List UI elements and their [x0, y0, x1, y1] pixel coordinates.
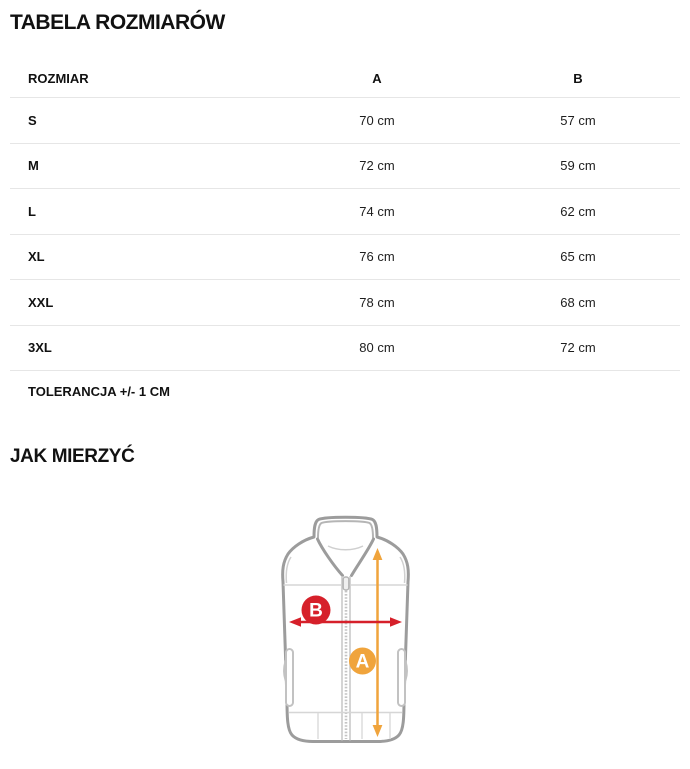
b-value-cell: 68 cm: [560, 294, 596, 310]
b-value-cell: 62 cm: [560, 203, 596, 219]
table-row: M 72 cm 59 cm: [10, 144, 680, 190]
size-cell: L: [28, 203, 36, 219]
measure-b-badge: B: [301, 595, 331, 625]
a-value-cell: 72 cm: [359, 158, 395, 174]
a-value-cell: 80 cm: [359, 340, 395, 356]
measure-a-label: A: [356, 652, 370, 673]
b-value-cell: 72 cm: [560, 340, 596, 356]
header-b: B: [573, 71, 583, 87]
header-size: ROZMIAR: [28, 71, 89, 87]
table-row: 3XL 80 cm 72 cm: [10, 326, 680, 372]
size-table-header-row: ROZMIAR A B: [10, 60, 680, 99]
size-cell: S: [28, 112, 37, 128]
header-a: A: [372, 71, 382, 87]
vest-hem: [289, 711, 402, 739]
a-value-cell: 76 cm: [359, 249, 395, 265]
size-table: ROZMIAR A B S 70 cm 57 cm M 72 cm 59 cm …: [10, 60, 680, 372]
a-value-cell: 70 cm: [359, 112, 395, 128]
b-value-cell: 65 cm: [560, 249, 596, 265]
vest-pockets: [283, 648, 408, 707]
measure-b-label: B: [309, 601, 323, 622]
tolerance-note: TOLERANCJA +/- 1 CM: [28, 384, 170, 400]
measure-a-badge: A: [349, 647, 376, 675]
measure-a-arrow: [372, 548, 383, 737]
a-value-cell: 78 cm: [359, 294, 395, 310]
table-row: XXL 78 cm 68 cm: [10, 280, 680, 326]
size-cell: 3XL: [28, 340, 52, 356]
table-row: S 70 cm 57 cm: [10, 98, 680, 144]
table-row: XL 76 cm 65 cm: [10, 235, 680, 281]
a-value-cell: 74 cm: [359, 203, 395, 219]
table-row: L 74 cm 62 cm: [10, 189, 680, 235]
b-value-cell: 57 cm: [560, 112, 596, 128]
size-cell: M: [28, 158, 39, 174]
size-cell: XL: [28, 249, 45, 265]
b-value-cell: 59 cm: [560, 158, 596, 174]
size-table-title: TABELA ROZMIARÓW: [10, 11, 225, 34]
size-cell: XXL: [28, 294, 54, 310]
how-to-measure-title: JAK MIERZYĆ: [10, 446, 135, 468]
size-guide-section: TABELA ROZMIARÓW ROZMIAR A B S 70 cm 57 …: [10, 11, 680, 468]
